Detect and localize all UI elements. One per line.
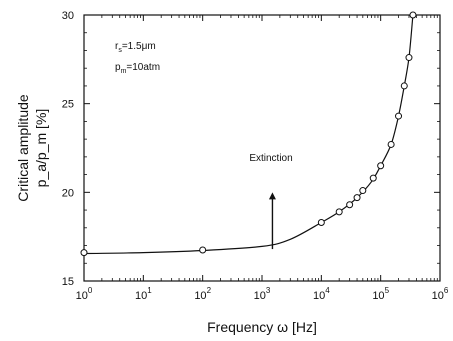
x-tick-label: 104	[313, 286, 330, 302]
x-tick-labels: 100 101 102 103 104 105 106	[76, 286, 449, 302]
data-point	[80, 249, 88, 257]
x-tick-label: 105	[372, 286, 389, 302]
annotation-rs: rs=1.5μm	[115, 41, 156, 54]
y-tick-label: 20	[62, 187, 74, 199]
data-point	[359, 187, 367, 195]
x-tick-label: 100	[76, 286, 93, 302]
y-tick-label: 30	[62, 10, 74, 22]
data-point	[353, 194, 361, 202]
y-axis-title: Critical amplitude p_a/p_m [%]	[15, 94, 49, 202]
y-tick-label: 15	[62, 276, 74, 288]
data-point	[369, 174, 377, 182]
y-tick-label: 25	[62, 99, 74, 111]
data-point	[409, 11, 417, 19]
extinction-arrow-head	[268, 192, 276, 200]
data-point	[395, 112, 403, 120]
data-point	[400, 82, 408, 90]
data-point	[405, 54, 413, 62]
data-points	[80, 11, 417, 257]
data-point	[199, 246, 207, 254]
plot-area-frame	[83, 14, 441, 282]
data-point	[377, 162, 385, 170]
axis-ticks	[83, 14, 441, 282]
y-axis-title-line1: Critical amplitude	[15, 94, 31, 202]
x-tick-label: 106	[432, 286, 449, 302]
plot-frame	[83, 14, 441, 282]
data-point	[335, 208, 343, 216]
data-point	[346, 201, 354, 209]
x-tick-label: 103	[254, 286, 271, 302]
y-axis-title-line2: p_a/p_m [%]	[33, 109, 49, 188]
x-tick-label: 102	[194, 286, 211, 302]
annotation-pm: pm=10atm	[115, 62, 160, 75]
x-tick-label: 101	[135, 286, 152, 302]
extinction-label: Extinction	[249, 153, 292, 164]
x-axis-title: Frequency ω [Hz]	[207, 319, 317, 335]
y-tick-labels: 15 20 25 30	[62, 10, 74, 288]
data-point	[317, 218, 325, 226]
annotations: rs=1.5μm pm=10atm Extinction	[115, 41, 293, 250]
data-point	[387, 140, 395, 148]
